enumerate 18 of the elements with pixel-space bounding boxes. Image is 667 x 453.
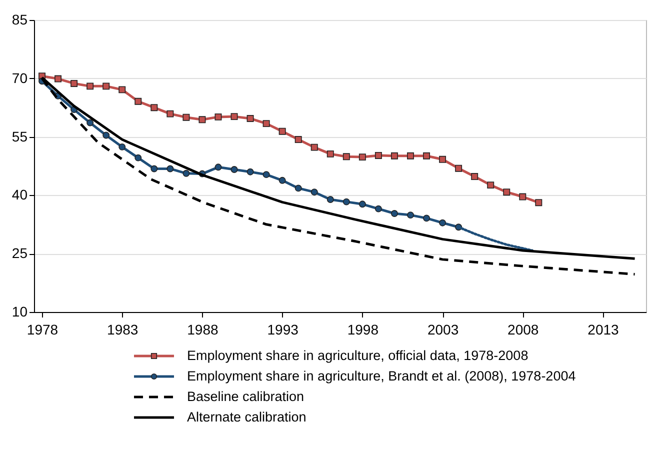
y-tick-label: 25	[12, 245, 28, 262]
y-tick-label: 40	[12, 186, 28, 203]
x-tick-label: 1993	[267, 322, 299, 338]
x-tick-label: 1978	[26, 322, 58, 338]
legend-label: Baseline calibration	[187, 389, 304, 404]
legend-label: Employment share in agriculture, Brandt et al. (2008), 1978-2004	[187, 368, 576, 384]
x-tick-label: 1983	[107, 322, 138, 338]
legend-label: Employment share in agriculture, official data, 1978-2008	[187, 348, 528, 363]
y-tick-label: 10	[12, 304, 28, 320]
x-tick-label: 1998	[347, 322, 379, 338]
legend-label: Alternate calibration	[187, 410, 306, 424]
x-tick-label: 2003	[427, 322, 459, 338]
x-tick-label: 2008	[508, 322, 539, 338]
x-tick-label: 1988	[187, 322, 218, 338]
x-tick-label: 2013	[588, 322, 620, 338]
y-tick-label: 70	[12, 70, 28, 86]
y-tick-label: 55	[12, 128, 28, 144]
y-tick-label: 85	[12, 12, 28, 28]
